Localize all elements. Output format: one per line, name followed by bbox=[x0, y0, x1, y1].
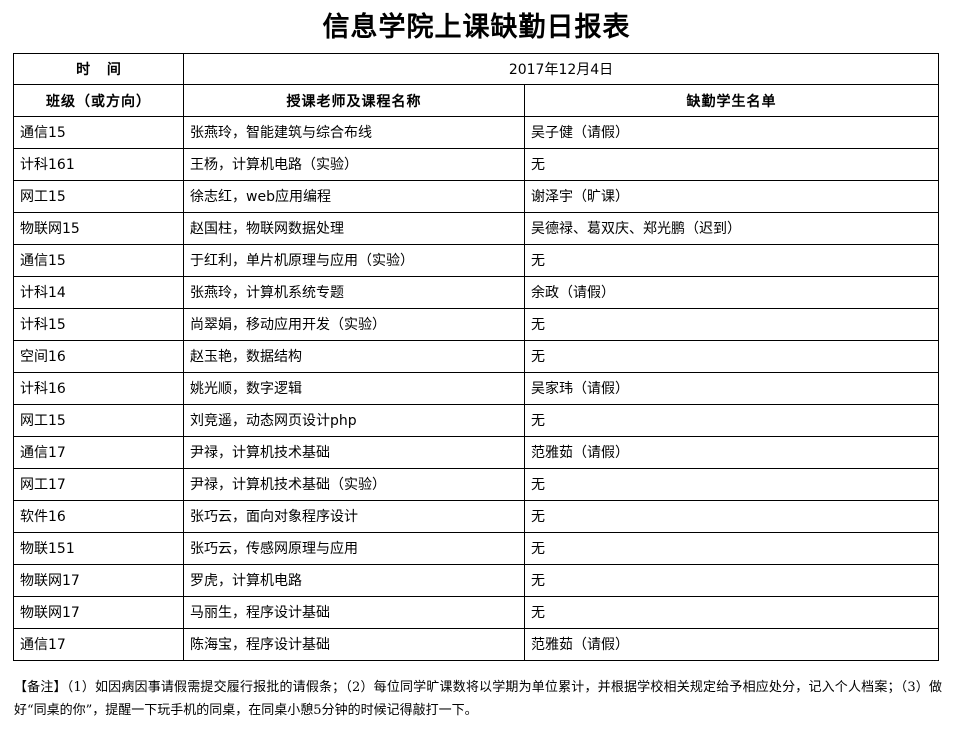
cell-class: 通信17 bbox=[13, 628, 184, 661]
footnote: 【备注】（1）如因病因事请假需提交履行报批的请假条；（2）每位同学旷课数将以学期… bbox=[14, 680, 942, 718]
cell-course: 陈海宝，程序设计基础 bbox=[183, 628, 525, 661]
table-row: 网工15 刘竞遥，动态网页设计php 无 bbox=[13, 404, 940, 437]
cell-course: 尚翠娟，移动应用开发（实验） bbox=[183, 308, 525, 341]
header-course: 授课老师及课程名称 bbox=[183, 84, 525, 117]
table-row: 空间16 赵玉艳，数据结构无 bbox=[13, 340, 940, 373]
cell-class: 物联网17 bbox=[13, 564, 184, 597]
cell-absent: 无 bbox=[523, 308, 940, 341]
cell-absent: 无 bbox=[523, 596, 940, 629]
table-row: 物联151 张巧云，传感网原理与应用无 bbox=[13, 532, 940, 565]
cell-class: 通信15 bbox=[13, 116, 184, 149]
header-class: 班级（或方向） bbox=[13, 84, 184, 117]
table-row: 物联网17 马丽生，程序设计基础无 bbox=[13, 596, 940, 629]
cell-course: 张燕玲，智能建筑与综合布线 bbox=[183, 116, 525, 149]
cell-absent: 无 bbox=[523, 340, 940, 373]
table-row: 计科16 姚光顺，数字逻辑 吴家玮（请假） bbox=[13, 372, 940, 405]
cell-class: 计科15 bbox=[13, 308, 184, 341]
cell-absent: 余政（请假） bbox=[523, 276, 940, 309]
table-row: 计科15 尚翠娟，移动应用开发（实验）无 bbox=[13, 308, 940, 341]
cell-course: 张巧云，面向对象程序设计 bbox=[183, 500, 525, 533]
cell-absent: 范雅茹（请假） bbox=[523, 628, 940, 661]
cell-class: 空间16 bbox=[13, 340, 184, 373]
cell-course: 罗虎，计算机电路 bbox=[183, 564, 525, 597]
cell-absent: 吴子健（请假） bbox=[523, 116, 940, 149]
cell-course: 张巧云，传感网原理与应用 bbox=[183, 532, 525, 565]
cell-class: 网工15 bbox=[13, 180, 184, 213]
cell-course: 姚光顺，数字逻辑 bbox=[183, 372, 525, 405]
cell-course: 马丽生，程序设计基础 bbox=[183, 596, 525, 629]
cell-absent: 谢泽宇（旷课） bbox=[523, 180, 940, 213]
cell-class: 计科14 bbox=[13, 276, 184, 309]
cell-absent: 无 bbox=[523, 532, 940, 565]
table-row: 通信17 陈海宝，程序设计基础 范雅茹（请假） bbox=[13, 628, 940, 661]
cell-absent: 无 bbox=[523, 244, 940, 277]
cell-class: 计科161 bbox=[13, 148, 184, 181]
cell-absent: 无 bbox=[523, 564, 940, 597]
header-absent: 缺勤学生名单 bbox=[523, 84, 940, 117]
cell-course: 刘竞遥，动态网页设计php bbox=[183, 404, 525, 437]
table-row: 通信17 尹禄，计算机技术基础 范雅茹（请假） bbox=[13, 436, 940, 469]
cell-course: 徐志红，web应用编程 bbox=[183, 180, 525, 213]
table-body: 通信15 张燕玲，智能建筑与综合布线 吴子健（请假） 计科161 王杨，计算机电路（实验… bbox=[13, 116, 940, 661]
table-row: 物联网15 赵国柱，物联网数据处理 吴德禄、葛双庆、郑光鹏（迟到） bbox=[13, 212, 940, 245]
cell-course: 赵玉艳，数据结构 bbox=[183, 340, 525, 373]
table-head: 时 间 2017年12月4日 班级（或方向） 授课老师及课程名称 缺勤学生名单 bbox=[13, 53, 940, 117]
header-row: 班级（或方向） 授课老师及课程名称 缺勤学生名单 bbox=[13, 84, 940, 117]
table-row: 网工15 徐志红，web应用编程 谢泽宇（旷课） bbox=[13, 180, 940, 213]
cell-class: 网工15 bbox=[13, 404, 184, 437]
table-row: 通信15 张燕玲，智能建筑与综合布线 吴子健（请假） bbox=[13, 116, 940, 149]
cell-absent: 无 bbox=[523, 404, 940, 437]
time-value: 2017年12月4日 bbox=[182, 53, 940, 85]
cell-course: 赵国柱，物联网数据处理 bbox=[183, 212, 525, 245]
cell-class: 通信17 bbox=[13, 436, 184, 469]
cell-absent: 无 bbox=[523, 148, 940, 181]
page-title: 信息学院上课缺勤日报表 bbox=[322, 12, 631, 43]
cell-class: 网工17 bbox=[13, 468, 184, 501]
time-label: 时 间 bbox=[13, 53, 184, 85]
cell-absent: 无 bbox=[523, 468, 940, 501]
table-row: 通信15 于红利，单片机原理与应用（实验）无 bbox=[13, 244, 940, 277]
cell-class: 物联网17 bbox=[13, 596, 184, 629]
cell-class: 通信15 bbox=[13, 244, 184, 277]
cell-course: 尹禄，计算机技术基础（实验） bbox=[183, 468, 525, 501]
cell-absent: 范雅茹（请假） bbox=[523, 436, 940, 469]
cell-course: 张燕玲，计算机系统专题 bbox=[183, 276, 525, 309]
table-row: 物联网17 罗虎，计算机电路无 bbox=[13, 564, 940, 597]
cell-class: 计科16 bbox=[13, 372, 184, 405]
time-row: 时 间 2017年12月4日 bbox=[13, 53, 940, 85]
table-row: 计科161 王杨，计算机电路（实验）无 bbox=[13, 148, 940, 181]
cell-course: 尹禄，计算机技术基础 bbox=[183, 436, 525, 469]
cell-course: 王杨，计算机电路（实验） bbox=[183, 148, 525, 181]
cell-absent: 吴家玮（请假） bbox=[523, 372, 940, 405]
cell-class: 物联网15 bbox=[13, 212, 184, 245]
cell-class: 软件16 bbox=[13, 500, 184, 533]
table-row: 软件16 张巧云，面向对象程序设计无 bbox=[13, 500, 940, 533]
cell-absent: 吴德禄、葛双庆、郑光鹏（迟到） bbox=[523, 212, 940, 245]
cell-absent: 无 bbox=[523, 500, 940, 533]
cell-course: 于红利，单片机原理与应用（实验） bbox=[183, 244, 525, 277]
cell-class: 物联151 bbox=[13, 532, 184, 565]
attendance-table: 时 间 2017年12月4日 班级（或方向） 授课老师及课程名称 缺勤学生名单 … bbox=[13, 53, 940, 661]
table-row: 计科14 张燕玲，计算机系统专题 余政（请假） bbox=[13, 276, 940, 309]
table-row: 网工17 尹禄，计算机技术基础（实验）无 bbox=[13, 468, 940, 501]
